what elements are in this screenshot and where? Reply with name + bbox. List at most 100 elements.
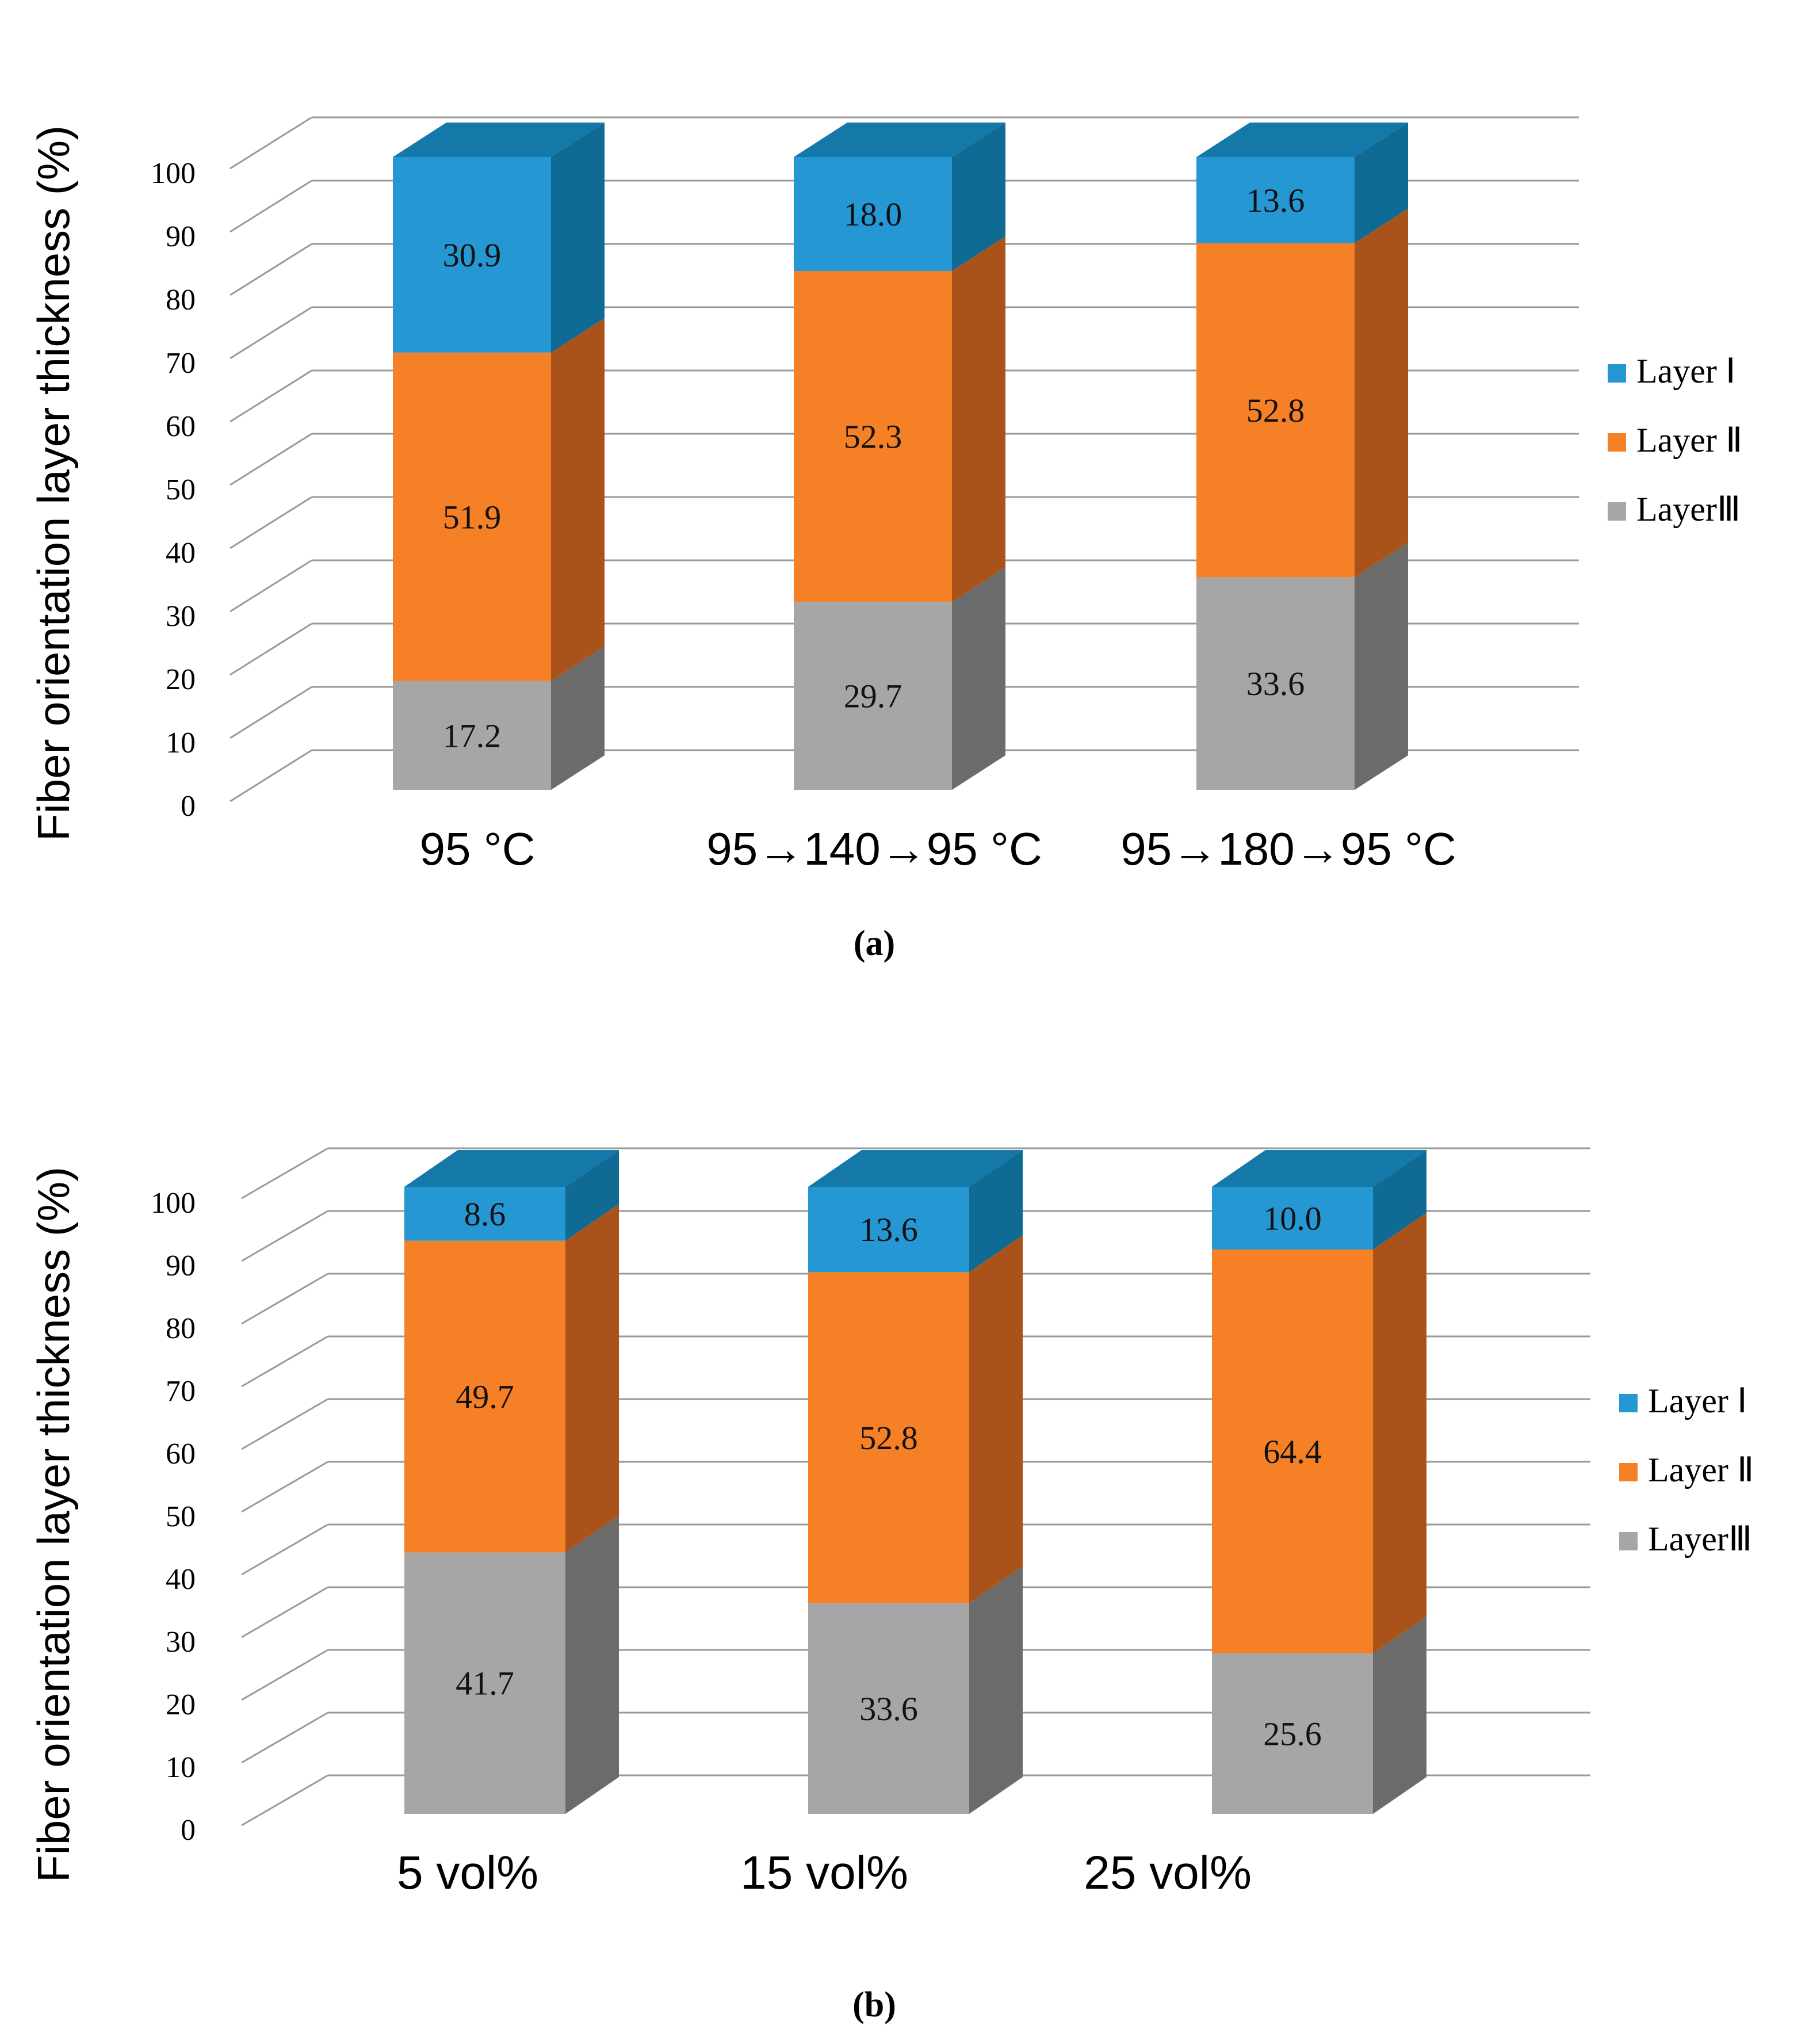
gridline-depth (230, 306, 312, 360)
bar-segment-layer3 (1196, 577, 1355, 790)
bar-segment-layer2 (404, 1240, 565, 1553)
legend-label-layer3: LayerⅢ (1636, 490, 1741, 528)
x-category-label: 15 vol% (740, 1847, 908, 1899)
bar-stack-3: 25.6 64.4 10.0 (1212, 1150, 1426, 1814)
bar-segment-layer2 (1196, 243, 1355, 578)
bar-side-layer3 (969, 1566, 1023, 1814)
y-tick-label: 80 (166, 284, 196, 316)
gridline-depth (241, 1461, 328, 1513)
bar-segment-layer1 (794, 157, 952, 271)
bar-segment-layer1 (1196, 157, 1355, 243)
bar-segment-layer3 (1212, 1653, 1373, 1814)
legend-label-layer3: LayerⅢ (1648, 1520, 1752, 1558)
x-category-labels: 5 vol% 15 vol% 25 vol% (397, 1847, 1252, 1899)
y-tick-label: 80 (166, 1312, 196, 1345)
gridline-depth (241, 1210, 328, 1262)
bar-top-face (393, 123, 605, 157)
legend-swatch-layer3 (1619, 1532, 1638, 1550)
data-label-layer3: 25.6 (1263, 1715, 1322, 1752)
gridline-depth (241, 1774, 328, 1827)
y-tick-label: 50 (166, 1500, 196, 1533)
gridline-depth (230, 622, 312, 676)
gridline-depth (241, 1273, 328, 1325)
x-category-label: 95 °C (420, 823, 536, 874)
y-tick-label: 40 (166, 537, 196, 570)
bar-top-face (1196, 123, 1408, 157)
data-label-layer1: 10.0 (1263, 1200, 1322, 1237)
gridline-depth (230, 369, 312, 423)
bar-stack-1: 41.7 49.7 8.6 (404, 1150, 619, 1814)
bar-segment-layer1 (1212, 1187, 1373, 1250)
bar-side-layer3 (1373, 1616, 1426, 1814)
legend-swatch-layer2 (1619, 1463, 1638, 1481)
legend-swatch-layer1 (1619, 1394, 1638, 1412)
panel-caption: (b) (852, 1985, 896, 2024)
data-label-layer2: 52.8 (1246, 392, 1305, 429)
legend-swatch-layer3 (1608, 502, 1626, 521)
bar-segment-layer3 (808, 1603, 969, 1814)
gridline-depth (230, 116, 312, 170)
bar-side-layer2 (952, 236, 1005, 602)
y-tick-label: 60 (166, 1438, 196, 1470)
bar-segment-layer1 (393, 157, 551, 353)
y-tick-label: 90 (166, 1250, 196, 1282)
gridline-depth (230, 243, 312, 296)
data-label-layer3: 33.6 (859, 1690, 918, 1728)
gridline-depth (230, 559, 312, 613)
y-tick-labels: 0 10 20 30 40 50 60 70 80 90 100 (151, 157, 196, 823)
bar-side-layer2 (969, 1235, 1023, 1603)
bar-side-layer1 (551, 123, 605, 353)
bar-side-layer1 (1355, 123, 1408, 243)
data-label-layer3: 17.2 (443, 717, 502, 754)
y-tick-label: 30 (166, 600, 196, 633)
bar-segment-layer2 (393, 352, 551, 681)
y-tick-label: 60 (166, 410, 196, 443)
gridline-depth (241, 1523, 328, 1576)
y-tick-label: 90 (166, 220, 196, 253)
y-tick-label: 20 (166, 1688, 196, 1721)
data-label-layer1: 13.6 (859, 1211, 918, 1248)
data-label-layer1: 8.6 (464, 1195, 506, 1233)
y-tick-label: 70 (166, 347, 196, 380)
bar-segment-layer3 (393, 681, 551, 790)
y-tick-label: 30 (166, 1626, 196, 1659)
bar-side-layer3 (952, 567, 1005, 790)
gridline-depth (241, 1335, 328, 1388)
gridline-depth (230, 433, 312, 486)
y-tick-label: 20 (166, 663, 196, 696)
bar-segment-layer2 (808, 1272, 969, 1603)
bar-top-face (794, 123, 1005, 157)
legend-label-layer1: Layer Ⅰ (1636, 352, 1736, 390)
gridline-depth (241, 1586, 328, 1638)
y-tick-label: 0 (181, 1814, 196, 1847)
bar-segment-layer1 (808, 1187, 969, 1273)
chart-a-svg: 0 10 20 30 40 50 60 70 80 90 100 17.2 51.9 30.9 29.7 52… (28, 116, 1742, 963)
y-tick-labels: 0 10 20 30 40 50 60 70 80 90 100 (151, 1187, 196, 1847)
data-label-layer2: 64.4 (1263, 1433, 1322, 1470)
chart-panel-a: 0 10 20 30 40 50 60 70 80 90 100 17.2 51.9 30.9 29.7 52… (0, 0, 1809, 989)
bar-stack-1: 17.2 51.9 30.9 (393, 123, 605, 790)
bar-top-face (404, 1150, 619, 1187)
data-label-layer2: 49.7 (456, 1378, 514, 1416)
data-label-layer3: 41.7 (456, 1665, 514, 1702)
y-tick-label: 40 (166, 1563, 196, 1596)
gridline-depth (230, 749, 312, 803)
bar-side-layer1 (1373, 1150, 1426, 1250)
gridline-depth (241, 1649, 328, 1701)
y-tick-label: 10 (166, 1751, 196, 1784)
chart-panel-b: 0 10 20 30 40 50 60 70 80 90 100 41.7 49.7 8.6 33.6 52.… (0, 1013, 1809, 2041)
data-label-layer2: 52.8 (859, 1419, 918, 1457)
y-tick-label: 100 (151, 1187, 196, 1220)
bar-stack-2: 33.6 52.8 13.6 (808, 1150, 1023, 1814)
gridline-depth (241, 1711, 328, 1764)
data-label-layer2: 51.9 (443, 498, 502, 536)
legend-swatch-layer1 (1608, 364, 1626, 383)
x-category-label: 5 vol% (397, 1847, 538, 1899)
bar-top-face (808, 1150, 1023, 1187)
x-category-label: 95→140→95 °C (706, 823, 1042, 874)
y-tick-label: 50 (166, 473, 196, 506)
bar-side-layer3 (551, 646, 605, 790)
y-tick-label: 0 (181, 790, 196, 823)
bar-segment-layer3 (794, 602, 952, 790)
x-category-label: 25 vol% (1084, 1847, 1252, 1899)
